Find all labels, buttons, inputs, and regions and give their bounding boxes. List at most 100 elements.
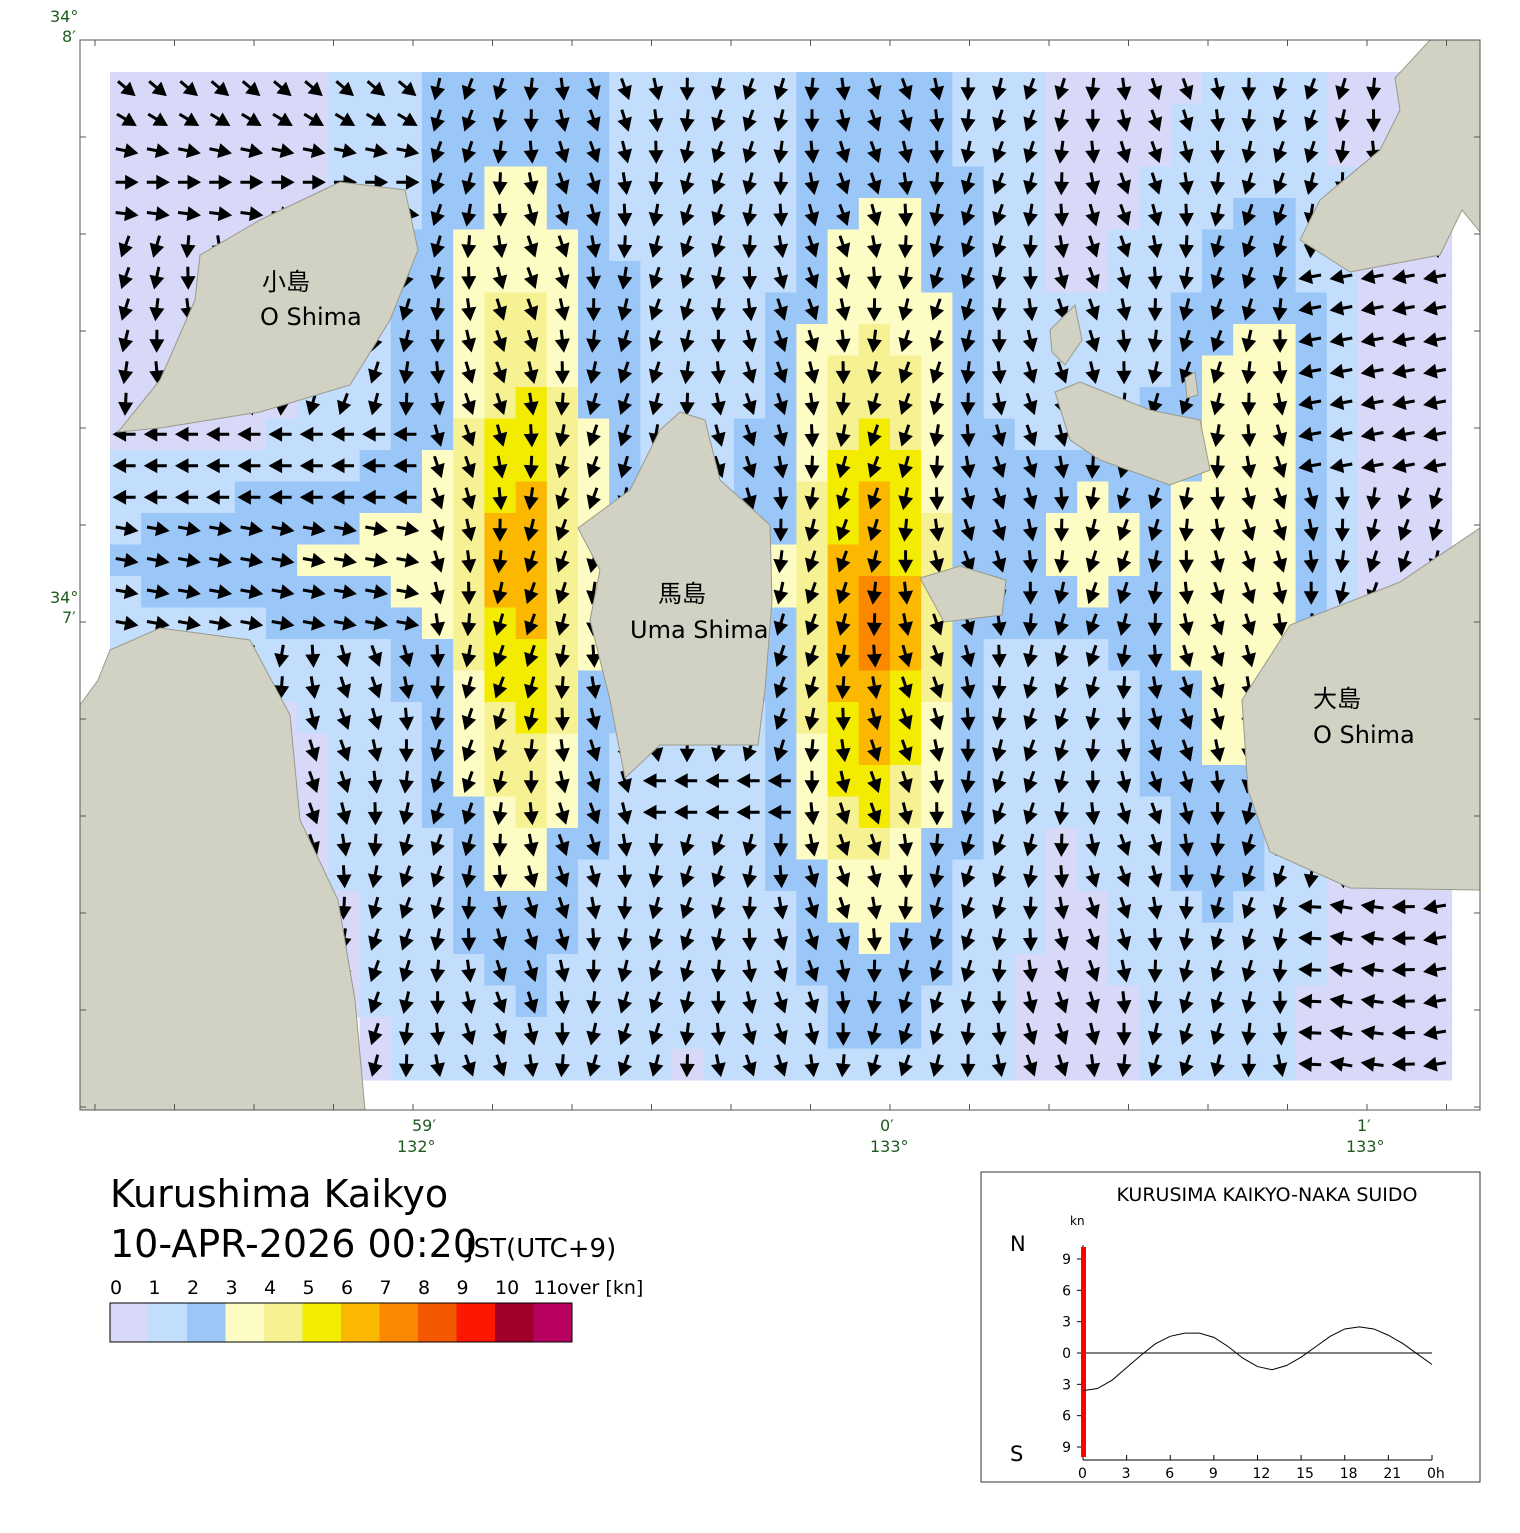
lat-min: 7′	[62, 608, 76, 627]
current-arrow	[268, 426, 292, 442]
current-arrow	[991, 298, 1007, 322]
current-arrow	[362, 426, 386, 442]
current-arrow	[1241, 581, 1256, 605]
current-arrow	[617, 865, 633, 889]
current-arrow	[1178, 613, 1194, 637]
current-arrow	[960, 707, 976, 731]
current-arrow	[524, 676, 539, 699]
current-arrow	[804, 802, 820, 826]
current-arrow	[1023, 487, 1038, 510]
legend-label: 10	[495, 1277, 519, 1299]
north-label: N	[1010, 1232, 1026, 1256]
current-arrow	[804, 770, 820, 794]
current-arrow	[1298, 899, 1322, 915]
current-arrow	[461, 235, 477, 259]
current-arrow	[960, 361, 976, 385]
current-arrow	[1085, 172, 1101, 196]
current-arrow	[804, 928, 819, 951]
current-arrow	[679, 1022, 695, 1046]
current-arrow	[1335, 109, 1350, 133]
current-arrow	[835, 865, 851, 888]
current-arrow	[866, 865, 882, 888]
current-arrow	[898, 298, 914, 321]
current-arrow	[836, 581, 851, 605]
current-arrow	[1298, 1025, 1322, 1041]
current-arrow	[430, 896, 446, 920]
current-arrow	[430, 172, 445, 195]
current-arrow	[773, 739, 789, 762]
current-arrow	[492, 1054, 508, 1077]
current-arrow	[586, 329, 602, 353]
legend-label: 8	[418, 1277, 430, 1299]
islet	[1184, 371, 1199, 399]
current-arrow	[1210, 77, 1225, 101]
current-arrow	[898, 266, 914, 290]
current-arrow	[835, 991, 851, 1015]
current-arrow	[992, 235, 1007, 258]
current-arrow	[523, 109, 539, 133]
current-arrow	[710, 1022, 726, 1046]
current-arrow	[898, 487, 914, 511]
current-arrow	[1241, 203, 1257, 227]
lon-deg: 132°	[397, 1137, 436, 1156]
current-arrow	[679, 361, 695, 385]
current-arrow	[1022, 991, 1038, 1014]
current-arrow	[430, 707, 446, 731]
current-arrow	[1022, 896, 1038, 920]
current-arrow	[742, 298, 758, 322]
current-arrow	[711, 266, 726, 290]
current-arrow	[1147, 991, 1163, 1015]
current-arrow	[804, 896, 819, 920]
current-arrow	[773, 928, 788, 951]
current-arrow	[773, 329, 788, 353]
current-arrow	[305, 770, 320, 794]
current-arrow	[929, 991, 945, 1014]
current-arrow	[492, 487, 508, 511]
current-arrow	[430, 581, 445, 605]
current-arrow	[836, 613, 851, 636]
current-arrow	[648, 833, 664, 857]
current-arrow	[1054, 109, 1070, 133]
current-arrow	[1085, 865, 1100, 888]
current-arrow	[336, 707, 351, 731]
current-arrow	[929, 455, 945, 479]
current-arrow	[335, 80, 355, 97]
current-arrow	[206, 458, 230, 474]
current-arrow	[1022, 518, 1038, 542]
current-arrow	[898, 455, 914, 479]
frame-ticks	[80, 40, 1480, 1110]
current-arrow	[898, 77, 913, 101]
current-arrow	[773, 77, 789, 101]
current-arrow	[430, 518, 445, 542]
current-arrow	[929, 928, 945, 951]
current-arrow	[617, 298, 633, 321]
current-arrow	[180, 266, 196, 290]
current-arrow	[365, 521, 389, 537]
current-arrow	[898, 235, 914, 259]
islet	[919, 565, 1007, 623]
current-arrow	[767, 773, 791, 789]
current-arrow	[1391, 363, 1415, 379]
current-arrow	[1391, 930, 1415, 946]
current-arrow	[1241, 455, 1257, 479]
current-arrow	[398, 676, 414, 700]
x-tick-label: 9	[1209, 1466, 1218, 1482]
current-arrow	[929, 1054, 945, 1077]
current-arrow	[617, 770, 632, 794]
current-arrow	[773, 361, 788, 384]
current-arrow	[617, 329, 633, 353]
current-arrow	[1241, 235, 1257, 258]
current-arrow	[399, 928, 414, 951]
current-arrow	[523, 77, 539, 101]
current-arrow	[237, 426, 261, 442]
current-arrow	[299, 489, 323, 505]
current-arrow	[1116, 707, 1132, 731]
current-arrow	[736, 804, 760, 820]
current-arrow	[742, 424, 757, 447]
current-arrow	[367, 865, 383, 889]
current-arrow	[586, 266, 602, 290]
current-arrow	[461, 739, 477, 762]
current-arrow	[492, 581, 508, 605]
current-arrow	[649, 959, 664, 983]
current-arrow	[866, 613, 882, 637]
